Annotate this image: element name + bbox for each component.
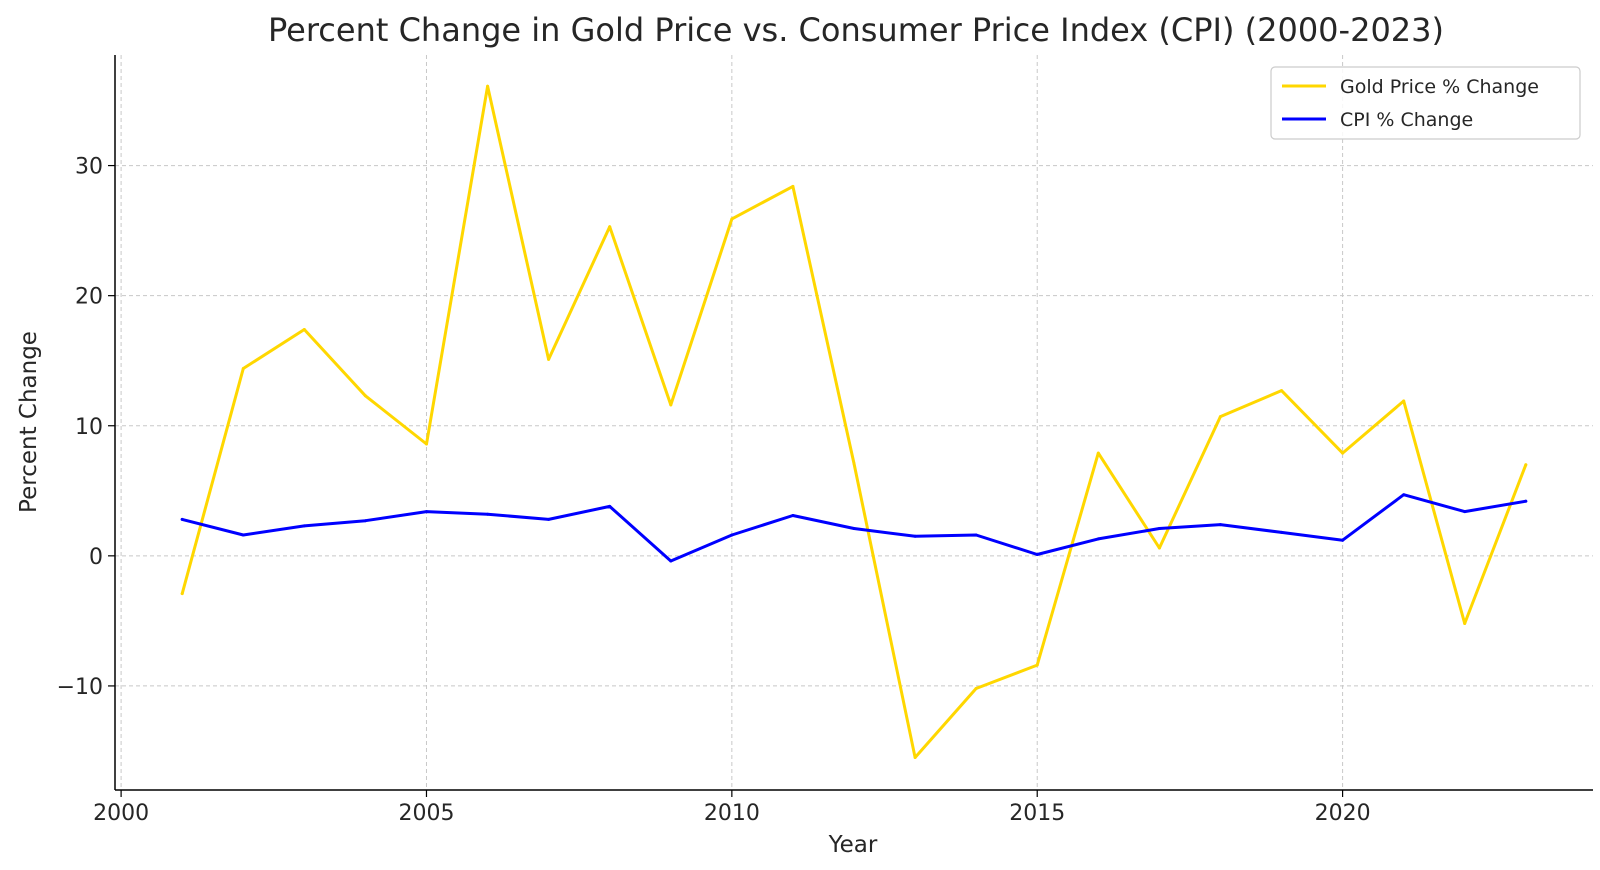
data-point-cpi [180,517,184,521]
x-tick-label: 2015 [1009,801,1065,826]
data-point-cpi [1035,553,1039,556]
data-point-cpi [547,517,551,521]
y-tick-label: 0 [89,545,103,570]
legend-label-cpi: CPI % Change [1340,109,1473,131]
data-point-gold [1402,399,1406,403]
legend: Gold Price % Change CPI % Change [1270,66,1581,140]
y-tick-label: 20 [75,285,103,310]
data-point-gold [486,84,490,88]
axis-ticks: 2000 2005 2010 2015 2020 −10 0 10 20 30 [57,155,1371,826]
data-point-gold [913,756,917,759]
data-point-cpi [730,533,734,537]
data-point-gold [1341,451,1345,455]
x-tick-label: 2000 [93,801,149,826]
data-point-gold [241,367,245,370]
legend-label-gold: Gold Price % Change [1340,76,1539,98]
chart-title: Percent Change in Gold Price vs. Consume… [268,11,1444,49]
data-point-cpi [486,512,490,516]
data-point-cpi [363,519,367,523]
data-point-gold [1218,415,1222,419]
data-point-gold [180,592,184,596]
data-point-cpi [425,510,428,514]
data-point-cpi [913,534,917,538]
data-point-gold [363,394,367,398]
legend-box [1270,66,1581,140]
data-point-cpi [1157,527,1161,530]
data-point-gold [608,225,612,229]
data-point-cpi [1463,510,1467,514]
data-point-cpi [608,504,612,508]
data-point-cpi [1218,523,1222,527]
data-point-gold [1463,622,1467,625]
data-point-cpi [669,559,673,563]
data-point-gold [669,403,673,407]
data-point-gold [1035,663,1039,667]
data-point-cpi [974,533,978,537]
data-point-gold [1280,389,1283,393]
x-axis-label: Year [828,832,878,858]
data-point-cpi [241,533,245,537]
data-point-gold [974,687,978,690]
data-point-gold [1096,451,1100,455]
grid [115,55,1593,790]
data-point-gold [1524,463,1528,467]
series-line-gold [180,84,1528,759]
data-point-gold [425,442,428,446]
data-point-cpi [1280,530,1283,534]
y-tick-label: −10 [57,675,103,700]
data-point-gold [852,462,856,465]
y-tick-label: 30 [75,155,103,180]
data-point-cpi [302,524,306,528]
data-point-cpi [1096,537,1100,541]
data-point-gold [730,217,734,221]
data-point-gold [547,357,551,361]
y-tick-label: 10 [75,415,103,440]
x-tick-label: 2010 [704,801,760,826]
y-axis-label: Percent Change [16,331,42,513]
series-lines [180,84,1528,759]
data-point-cpi [1341,538,1345,542]
data-point-cpi [791,514,795,517]
x-tick-label: 2005 [398,801,454,826]
data-point-gold [791,184,795,188]
data-point-cpi [1524,499,1528,503]
data-point-gold [1157,546,1161,550]
x-tick-label: 2020 [1315,801,1371,826]
data-point-gold [302,328,306,331]
data-point-cpi [852,527,856,530]
data-point-cpi [1402,493,1406,497]
